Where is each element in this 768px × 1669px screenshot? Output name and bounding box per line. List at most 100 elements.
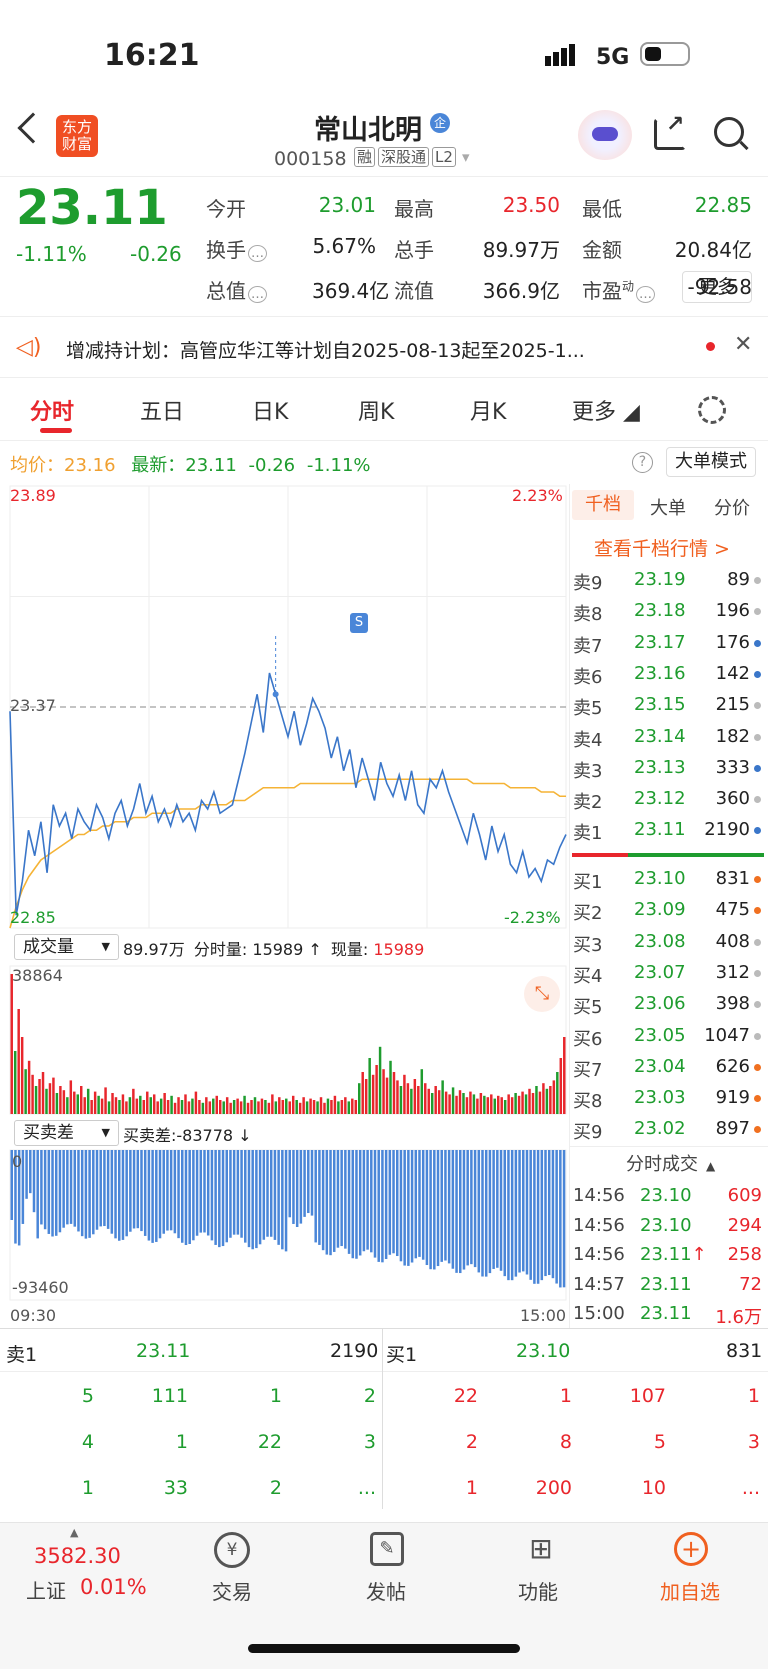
more-button[interactable]: 更多 xyxy=(682,271,752,303)
diff-bar xyxy=(314,1150,317,1243)
diff-bar xyxy=(147,1150,151,1241)
diff-bar xyxy=(143,1150,147,1236)
stat-value: 5.67% xyxy=(312,234,376,258)
tab-1[interactable]: 五日 xyxy=(140,400,185,425)
help-icon[interactable]: ? xyxy=(632,452,653,473)
stat-label: 金额 xyxy=(582,238,622,262)
volume-bar xyxy=(86,1088,90,1114)
volume-bar xyxy=(73,1091,76,1114)
nav-trade[interactable]: 交易 xyxy=(212,1580,252,1604)
volume-bar xyxy=(364,1079,368,1114)
orderbook-tab-price[interactable]: 分价 xyxy=(714,498,750,519)
info-icon[interactable]: … xyxy=(248,245,267,262)
diff-bar xyxy=(466,1150,469,1266)
volume-bar xyxy=(246,1102,250,1114)
volume-bar xyxy=(232,1100,236,1114)
volume-bar xyxy=(319,1097,323,1114)
marker-dot xyxy=(272,691,279,698)
info-icon[interactable]: … xyxy=(248,286,267,303)
diff-bar xyxy=(136,1150,140,1229)
volume-selector[interactable]: 成交量 ▼ xyxy=(14,934,119,960)
queue-buy-price: 23.10 xyxy=(516,1340,571,1362)
volume-bar xyxy=(170,1095,173,1114)
pct-min-label: -2.23% xyxy=(504,908,561,927)
stat-label: 总值… xyxy=(206,275,267,304)
trade-icon[interactable]: ¥ xyxy=(214,1532,250,1568)
queue-buy-cell: 8 xyxy=(559,1431,572,1453)
tick-volume: 1.6万 xyxy=(715,1307,762,1328)
gear-icon[interactable] xyxy=(698,396,726,424)
volume-bar xyxy=(323,1102,326,1114)
close-icon[interactable]: ✕ xyxy=(734,332,753,357)
volume-bar xyxy=(535,1086,538,1114)
volume-bar xyxy=(378,1046,382,1114)
diff-selector-label: 买卖差 xyxy=(23,1123,74,1143)
book-price: 23.15 xyxy=(634,694,686,716)
volume-bar xyxy=(462,1093,465,1114)
orderbook-tab-big[interactable]: 大单 xyxy=(650,498,686,519)
index-value[interactable]: 3582.30 xyxy=(34,1544,121,1568)
function-icon[interactable]: ⊞ xyxy=(529,1532,553,1565)
volume-bar xyxy=(340,1100,344,1114)
back-icon[interactable] xyxy=(17,112,49,144)
expand-icon[interactable]: ⤡ xyxy=(524,976,560,1012)
ticks-title[interactable]: 分时成交 ▲ xyxy=(626,1154,716,1175)
volume-bar xyxy=(250,1100,253,1114)
view-depth-link[interactable]: 查看千档行情 > xyxy=(594,538,730,560)
book-label: 买1 xyxy=(573,872,603,893)
tab-3[interactable]: 周K xyxy=(358,400,395,425)
queue-sell-label: 卖1 xyxy=(6,1344,38,1366)
tick-time: 14:57 xyxy=(573,1273,625,1295)
post-icon[interactable]: ✎ xyxy=(370,1532,404,1566)
diff-bar xyxy=(407,1150,410,1266)
book-label: 卖4 xyxy=(573,729,603,751)
diff-bar xyxy=(332,1150,336,1252)
volume-bar xyxy=(38,1079,41,1114)
current-price: 23.11 xyxy=(16,180,168,236)
volume-bar xyxy=(80,1086,83,1114)
event-marker-s[interactable]: S xyxy=(350,613,368,633)
share-icon[interactable] xyxy=(654,118,686,150)
big-order-mode-button[interactable]: 大单模式 xyxy=(666,447,756,477)
diff-selector[interactable]: 买卖差 ▼ xyxy=(14,1120,119,1146)
volume-bar xyxy=(483,1095,486,1114)
nav-add-watch[interactable]: 加自选 xyxy=(660,1580,720,1604)
diff-bar xyxy=(470,1150,473,1265)
diff-bar xyxy=(140,1150,143,1232)
tab-4[interactable]: 月K xyxy=(470,400,507,425)
volume-bar xyxy=(556,1072,559,1114)
nav-post[interactable]: 发帖 xyxy=(366,1580,406,1604)
tab-0[interactable]: 分时 xyxy=(30,400,75,425)
intraday-price-chart[interactable] xyxy=(0,484,570,930)
search-icon[interactable] xyxy=(714,117,744,147)
assistant-avatar[interactable] xyxy=(578,110,632,160)
orderbook-tab-thousand[interactable]: 千档 xyxy=(572,490,634,520)
volume-bar xyxy=(479,1093,483,1114)
queue-buy-cell: 2 xyxy=(465,1431,478,1453)
diff-bar xyxy=(255,1150,258,1249)
book-volume: 626 xyxy=(715,1055,750,1077)
diff-bar xyxy=(447,1150,451,1264)
info-icon[interactable]: … xyxy=(636,286,656,303)
nav-function[interactable]: 功能 xyxy=(518,1580,558,1604)
volume-bar xyxy=(316,1101,319,1114)
diff-bar xyxy=(536,1150,540,1284)
tab-2[interactable]: 日K xyxy=(252,400,289,425)
tick-price: 23.10 xyxy=(640,1214,692,1236)
add-watch-icon[interactable]: + xyxy=(674,1532,708,1566)
app-logo[interactable]: 东方财富 xyxy=(56,115,98,157)
volume-frame xyxy=(9,965,567,1115)
volume-bar xyxy=(274,1101,278,1114)
diff-bar xyxy=(462,1150,466,1270)
stat-label: 市盈动… xyxy=(582,275,656,304)
book-price: 23.04 xyxy=(634,1055,686,1077)
diff-bar xyxy=(547,1150,551,1276)
dropdown-icon[interactable]: ▾ xyxy=(461,148,470,166)
volume-bar xyxy=(90,1100,93,1114)
tab-5[interactable]: 更多 ◢ xyxy=(572,400,640,425)
notice-text[interactable]: 增减持计划：高管应华江等计划自2025-08-13起至2025-1... xyxy=(66,340,585,362)
volume-bar xyxy=(149,1097,152,1114)
book-price: 23.19 xyxy=(634,569,686,590)
book-volume: 897 xyxy=(715,1118,750,1140)
volume-bar xyxy=(354,1100,357,1114)
